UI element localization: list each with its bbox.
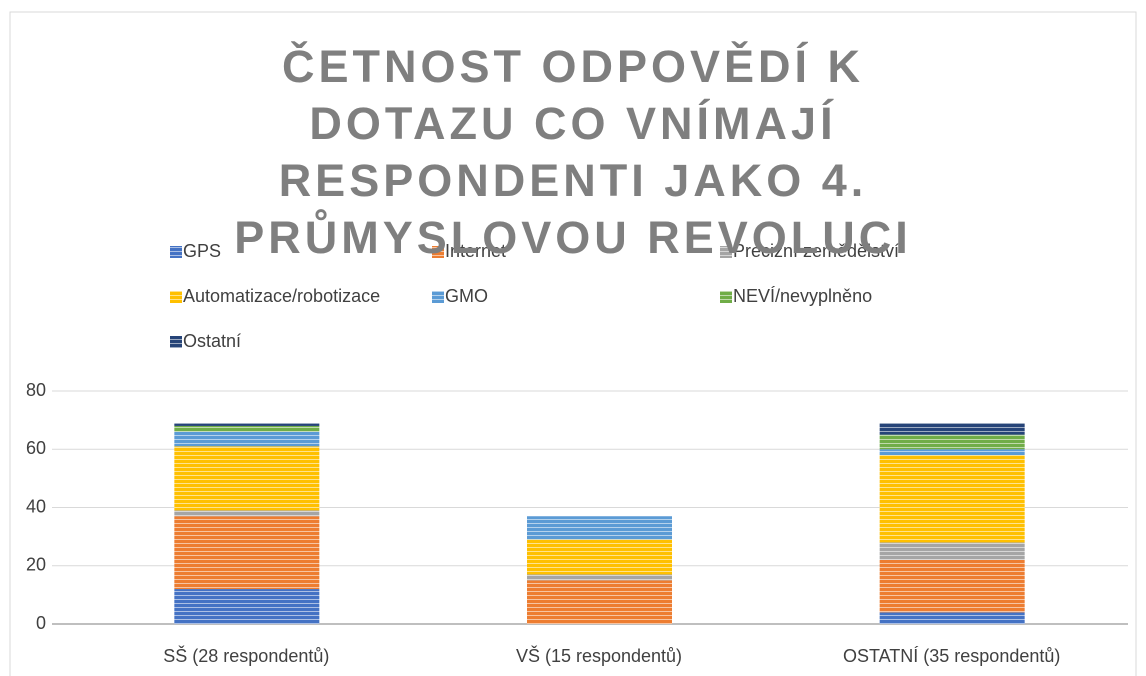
x-tick-label: VŠ (15 respondentů) xyxy=(516,645,682,666)
bar-segment xyxy=(174,510,320,517)
chart-border xyxy=(9,11,1137,676)
bar-segment xyxy=(879,434,1025,450)
bar-segment xyxy=(174,589,320,624)
legend-label: Ostatní xyxy=(183,331,241,351)
y-tick-label: 20 xyxy=(26,555,46,575)
legend-label: GMO xyxy=(445,286,488,306)
y-tick-label: 0 xyxy=(36,613,46,633)
bar-segment xyxy=(527,539,672,575)
bar-segment xyxy=(174,446,320,511)
bar-segment xyxy=(879,559,1025,613)
bar-segment xyxy=(879,612,1025,624)
y-tick-label: 60 xyxy=(26,438,46,458)
legend-label: Automatizace/robotizace xyxy=(183,286,380,306)
legend-label: Precizní zemědělství xyxy=(733,241,899,261)
bar-segment xyxy=(174,425,320,432)
legend-swatch xyxy=(170,336,182,348)
y-tick-label: 40 xyxy=(26,496,46,516)
bar-segment xyxy=(174,431,320,447)
legend-swatch xyxy=(720,246,732,258)
legend-label: GPS xyxy=(183,241,221,261)
bar-segment xyxy=(174,423,320,426)
legend-swatch xyxy=(720,291,732,303)
legend-swatch xyxy=(170,291,182,303)
x-tick-label: OSTATNÍ (35 respondentů) xyxy=(843,646,1060,666)
bar-segment xyxy=(527,516,672,540)
bar-segment xyxy=(527,574,672,581)
legend-label: Internet xyxy=(445,241,506,261)
chart-title: ČETNOST ODPOVĚDÍ K DOTAZU CO VNÍMAJÍ RES… xyxy=(234,41,912,263)
bar-segment xyxy=(527,580,672,624)
x-tick-label: SŠ (28 respondentů) xyxy=(163,645,329,666)
bar-segment xyxy=(879,449,1025,456)
legend-label: NEVÍ/nevyplněno xyxy=(733,286,872,306)
y-tick-label: 80 xyxy=(26,380,46,400)
bar-segment xyxy=(174,516,320,590)
legend-swatch xyxy=(170,246,182,258)
legend-swatch xyxy=(432,291,444,303)
bar-segment xyxy=(879,423,1025,435)
bar-segment xyxy=(879,542,1025,560)
bar-segment xyxy=(879,455,1025,543)
legend-swatch xyxy=(432,246,444,258)
